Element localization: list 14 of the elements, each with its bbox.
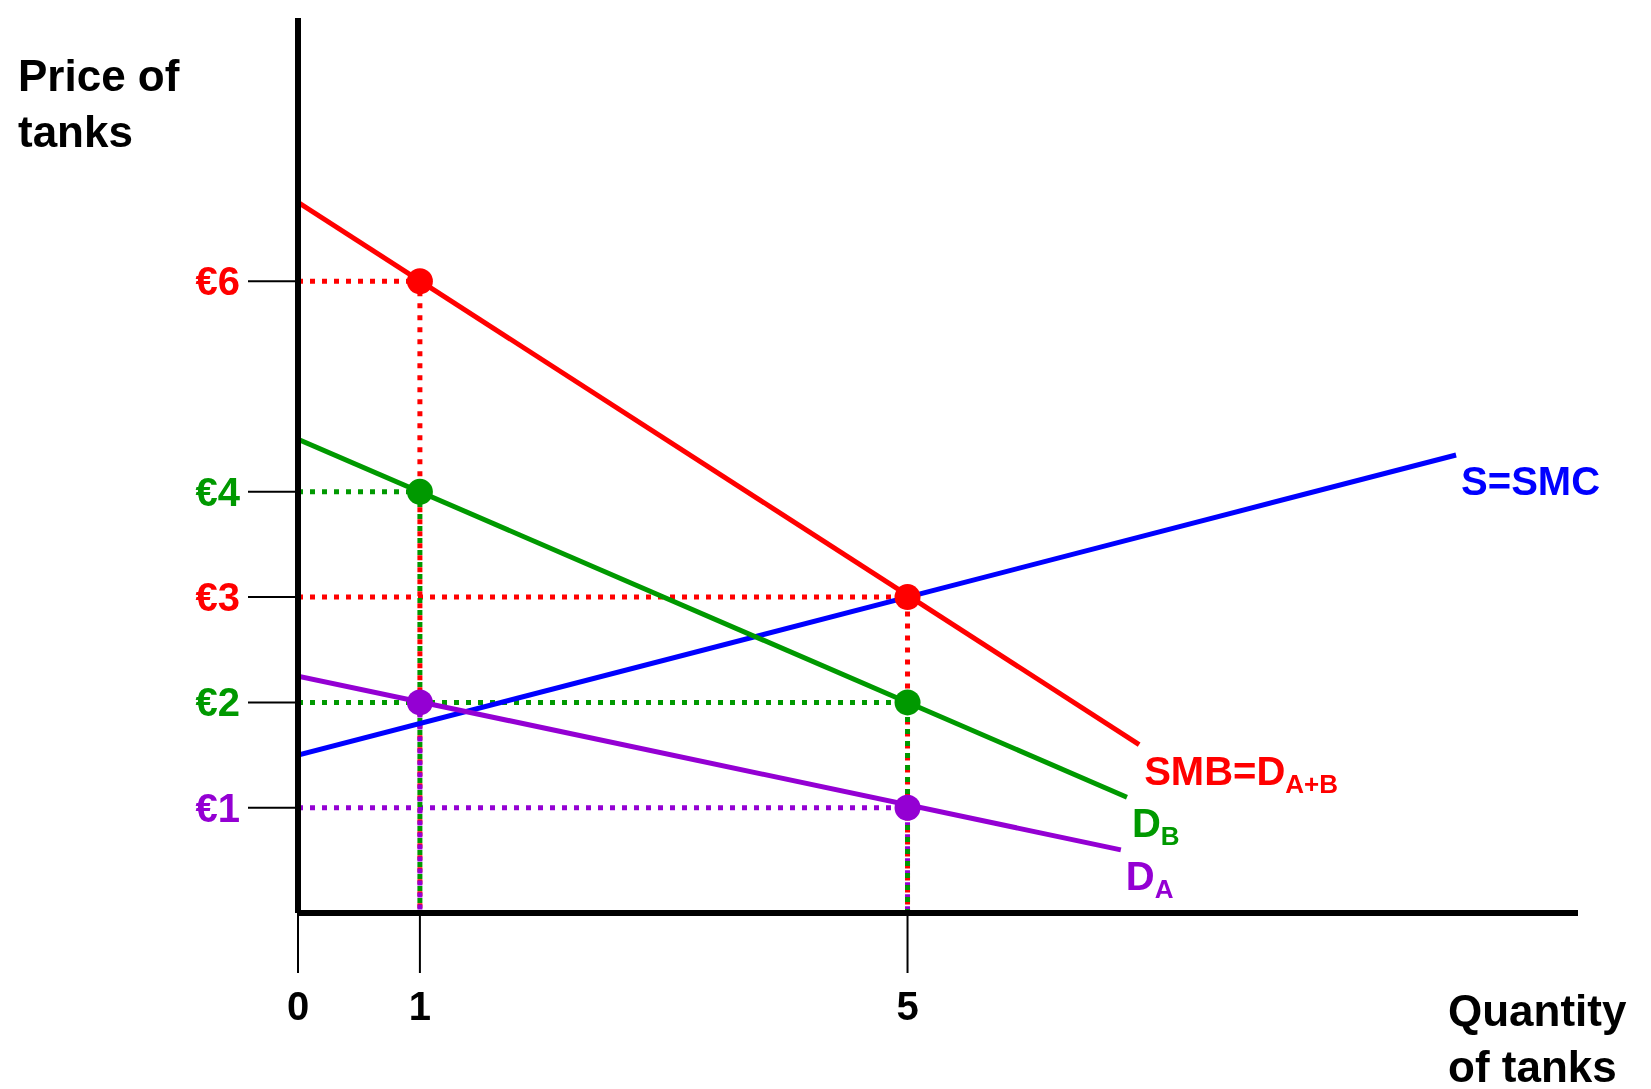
x-tick-label: 0	[286, 984, 310, 1028]
x-tick-label: 1	[408, 984, 432, 1028]
y-tick-label: €6	[195, 259, 240, 304]
y-tick-label: €4	[195, 469, 241, 514]
y-tick-label: €2	[195, 680, 240, 725]
y-tick-label: €3	[195, 575, 240, 620]
x-axis-title: Quantity of tanks	[1448, 985, 1628, 1089]
series-label: D$_{B}$	[1131, 801, 1180, 851]
series-label: SMB=D$_{A+B}$	[1144, 748, 1339, 799]
series-label: S=SMC	[1461, 458, 1601, 503]
y-axis-title: Price of tanks	[18, 50, 181, 158]
x-tick-label: 5	[896, 984, 919, 1028]
series-label: D$_{A}$	[1125, 853, 1174, 904]
y-tick-label: €1	[195, 785, 240, 830]
